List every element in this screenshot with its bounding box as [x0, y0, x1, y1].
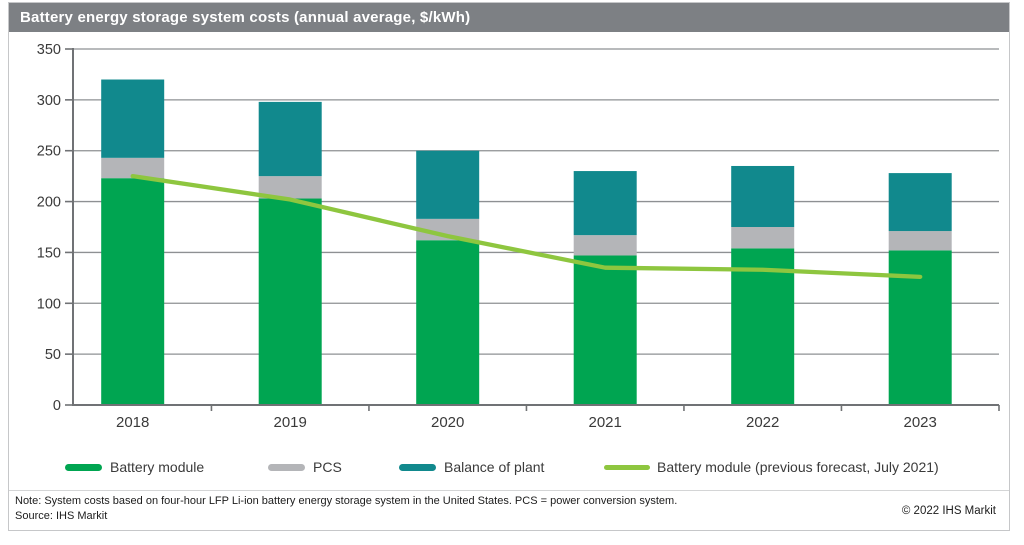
bar-segment-balance-of-plant-2018 — [101, 79, 165, 158]
bar-segment-pcs-2019 — [258, 176, 322, 199]
x-axis-label: 2022 — [746, 414, 779, 431]
y-axis-label: 150 — [37, 245, 61, 261]
legend-label-pcs: PCS — [313, 459, 342, 475]
bar-segment-balance-of-plant-2022 — [731, 165, 795, 227]
bar-segment-battery-module-2021 — [573, 255, 637, 405]
legend-swatch-battery-module-icon — [65, 463, 102, 471]
bar-segment-pcs-2018 — [101, 157, 165, 179]
y-axis-label: 300 — [37, 93, 61, 109]
chart-panel: Battery energy storage system costs (ann… — [8, 2, 1010, 531]
y-axis-label: 250 — [37, 144, 61, 160]
forecast-line — [130, 173, 923, 279]
y-axis-label: 50 — [45, 347, 61, 363]
x-axis-label: 2021 — [589, 414, 622, 431]
legend-swatch-forecast-line-icon — [604, 464, 650, 470]
source-text: Source: IHS Markit — [15, 509, 108, 522]
bar-segment-pcs-2021 — [573, 235, 637, 256]
bar-segment-battery-module-2018 — [101, 178, 165, 405]
chart-title: Battery energy storage system costs (ann… — [9, 3, 1009, 32]
legend-item-pcs: PCS — [268, 458, 342, 476]
bar-segment-balance-of-plant-2020 — [416, 150, 480, 219]
bar-segment-pcs-2020 — [416, 218, 480, 241]
legend-label-forecast-line: Battery module (previous forecast, July … — [657, 459, 939, 475]
legend: Battery module PCS Balance of plant Batt… — [9, 458, 1009, 478]
bar-segment-battery-module-2020 — [416, 240, 480, 405]
x-axis-label: 2019 — [274, 414, 307, 431]
footer-divider — [9, 490, 1009, 491]
chart-canvas: 0 50 100 150 200 250 300 350 2018 2019 2020 2021 202… — [37, 42, 1000, 431]
legend-swatch-balance-of-plant-icon — [399, 463, 436, 471]
bar-segment-balance-of-plant-2023 — [888, 173, 952, 232]
bar-segment-pcs-2023 — [888, 231, 952, 251]
bar-segment-battery-module-2019 — [258, 198, 322, 405]
footnote-block: Note: System costs based on four-hour LF… — [15, 494, 677, 523]
bar-segment-balance-of-plant-2021 — [573, 171, 637, 236]
y-axis-label: 200 — [37, 195, 61, 211]
bar-segment-pcs-2022 — [731, 227, 795, 249]
x-axis-label: 2023 — [904, 414, 937, 431]
bar-segment-battery-module-2022 — [731, 248, 795, 405]
bar-segment-balance-of-plant-2019 — [258, 101, 322, 177]
legend-label-balance-of-plant: Balance of plant — [444, 459, 545, 475]
legend-item-balance-of-plant: Balance of plant — [399, 458, 544, 476]
note-text: Note: System costs based on four-hour LF… — [15, 495, 678, 507]
x-axis-label: 2020 — [431, 414, 464, 431]
y-axis-label: 0 — [53, 398, 61, 414]
y-axis-label: 350 — [37, 42, 61, 58]
bar-segment-battery-module-2023 — [888, 250, 952, 405]
copyright-text: © 2022 IHS Markit — [901, 505, 996, 517]
legend-label-battery-module: Battery module — [110, 459, 205, 475]
y-axis-label: 100 — [37, 296, 61, 312]
legend-swatch-pcs-icon — [268, 463, 305, 471]
legend-item-forecast-line: Battery module (previous forecast, July … — [604, 458, 939, 476]
legend-item-battery-module: Battery module — [65, 458, 204, 476]
x-axis-label: 2018 — [116, 414, 149, 431]
